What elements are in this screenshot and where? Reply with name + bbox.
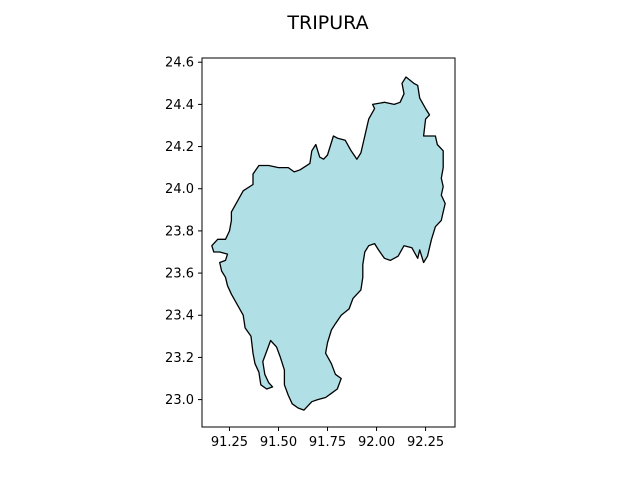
- x-tick-label: 91.25: [211, 435, 248, 450]
- y-tick-label: 23.2: [165, 351, 194, 366]
- tripura-region-shape: [211, 76, 446, 411]
- axis-ticks: 91.25 91.50 91.75 92.00 92.25 23.0 23.2 23.4 23.…: [165, 56, 444, 450]
- y-tick-label: 24.0: [165, 182, 194, 197]
- x-tick-label: 91.50: [260, 435, 297, 450]
- y-tick-label: 24.6: [165, 56, 194, 71]
- axes-frame: [201, 57, 456, 428]
- x-tick-label: 92.00: [358, 435, 395, 450]
- x-tick-label: 91.75: [309, 435, 346, 450]
- map-plot-area: [211, 76, 446, 411]
- x-tick-label: 92.25: [407, 435, 444, 450]
- y-tick-label: 23.0: [165, 393, 194, 408]
- y-tick-label: 23.8: [165, 224, 194, 239]
- y-tick-label: 24.2: [165, 140, 194, 155]
- y-tick-label: 23.6: [165, 267, 194, 282]
- y-tick-label: 23.4: [165, 309, 194, 324]
- y-tick-label: 24.4: [165, 98, 194, 113]
- chart-title: TRIPURA: [286, 12, 368, 34]
